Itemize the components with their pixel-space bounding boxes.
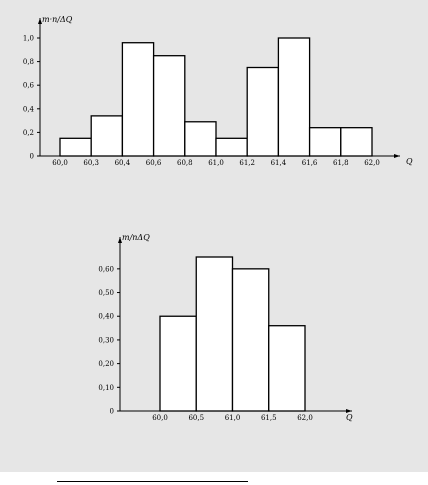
chart1-xtick-label-5: 60,8 [177,159,193,167]
chart1-ytick-label-1: 0 [30,153,34,161]
chart2-ytick-label-1: 0 [110,408,114,416]
chart1-ytick-label-4: 0,6 [23,82,35,90]
chart1-ytick-label-6: 1,0 [23,35,34,43]
chart1-xtick-label-11: 62,0 [364,159,380,167]
chart2-bar-2 [195,256,234,412]
chart2-bar-1 [159,315,197,412]
chart2-xtick-label-5: 62,0 [297,414,313,422]
chart1-xtick-label-10: 61,8 [333,159,349,167]
chart1-bar-1 [59,137,92,157]
chart1-x-axis-label: Q [406,157,413,166]
chart2-xtick-label-2: 60,5 [188,414,204,422]
chart1-y-axis-label: m·n/ΔQ [42,15,73,24]
chart2-xtick-label-4: 61,5 [261,414,277,422]
chart2-x-axis-label: Q [346,413,353,422]
chart2-ytick-label-5: 0,40 [98,313,114,321]
chart1-bar-10 [340,127,373,157]
chart1-bar-8 [277,37,311,157]
chart2-xtick-label-3: 61,0 [225,414,241,422]
chart2-bar-4 [268,325,306,412]
chart1-xtick-label-3: 60,4 [115,159,131,167]
chart1-bar-2 [90,115,124,157]
chart1-ytick-label-2: 0,2 [23,129,34,137]
chart1-xtick-label-1: 60,0 [52,159,68,167]
chart1-x-arrow [394,154,400,158]
chart1-ytick-label-5: 0,8 [23,58,34,66]
chart2-ytick-label-6: 0,50 [98,289,114,297]
chart2-ytick-label-2: 0,10 [98,384,114,392]
chart1-bar-6 [215,137,248,157]
chart2-ytick-label-7: 0,60 [98,265,114,273]
chart2-y-axis-label: m/nΔQ [122,233,150,242]
chart2-ytick-label-3: 0,20 [98,360,114,368]
chart2-y-arrow [118,237,122,243]
chart1-bar-4 [152,55,186,157]
chart1-bar-7 [246,66,280,157]
chart1-y-arrow [38,18,42,24]
chart1-xtick-label-9: 61,6 [302,159,318,167]
chart2-ytick-label-4: 0,30 [98,336,114,344]
chart1-ytick-label-3: 0,4 [23,105,35,113]
chart1-xtick-label-6: 61,0 [208,159,224,167]
footnote-rule [57,481,248,482]
chart2-xtick-label-1: 60,0 [152,414,168,422]
chart1-xtick-label-2: 60,3 [83,159,99,167]
chart1-xtick-label-8: 61,4 [271,159,287,167]
chart2-x-arrow [346,409,352,413]
chart1-bar-9 [308,127,342,157]
chart1-bar-5 [184,121,217,157]
chart1-xtick-label-7: 61,2 [239,159,255,167]
chart1-xtick-label-4: 60,6 [146,159,162,167]
chart2-bar-3 [231,268,270,412]
chart1-bar-3 [121,42,155,157]
